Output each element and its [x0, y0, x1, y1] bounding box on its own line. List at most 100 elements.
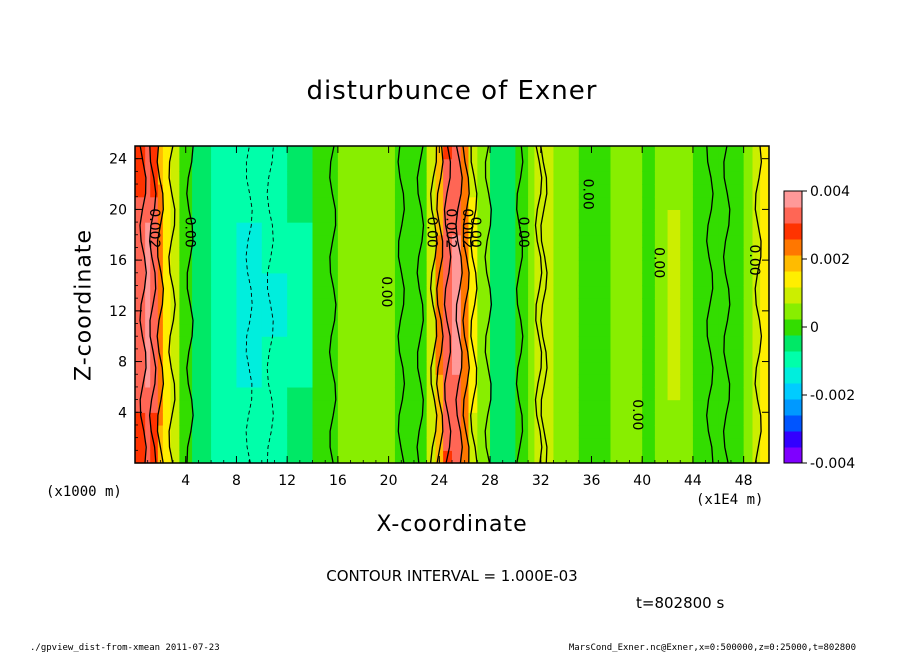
heat-cell [591, 450, 612, 464]
heat-cell [337, 361, 358, 375]
heat-cell [477, 412, 491, 426]
heat-cell [460, 310, 470, 325]
heat-cell [490, 361, 504, 375]
heat-cell [730, 450, 745, 464]
heat-cell [610, 361, 631, 375]
heat-cell [135, 146, 146, 160]
heat-cell [547, 399, 555, 413]
heat-cell [760, 146, 770, 160]
heat-cell [752, 158, 761, 172]
heat-cell [435, 310, 444, 325]
heat-cell [435, 260, 444, 274]
x-tick-label: 44 [684, 473, 702, 489]
heat-cell [382, 336, 396, 350]
contour-label: 0.00 [378, 276, 394, 307]
heat-cell [730, 260, 745, 274]
heat-cell [760, 348, 770, 363]
heat-cell [642, 336, 656, 350]
heat-cell [760, 260, 770, 274]
heat-cell [157, 450, 164, 464]
heat-cell [369, 450, 383, 464]
heat-cell [170, 146, 180, 160]
heat-cell [356, 437, 371, 451]
heat-cell [145, 374, 151, 388]
heat-cell [135, 412, 146, 426]
heat-cell [369, 196, 383, 210]
colorbar-tick-label: -0.004 [810, 456, 855, 472]
heat-cell [356, 386, 371, 401]
heat-cell [490, 336, 504, 350]
colorbar-swatch [784, 303, 802, 320]
heat-cell [667, 222, 681, 236]
contour-label: 0.00 [746, 245, 762, 276]
heat-cell [460, 234, 470, 249]
heat-cell [680, 209, 694, 223]
heat-cell [356, 374, 371, 388]
heat-cell [502, 222, 516, 236]
heat-cell [211, 386, 238, 401]
heat-cell [553, 348, 567, 363]
heat-cell [337, 386, 358, 401]
heat-cell [591, 285, 612, 299]
heat-cell [170, 424, 180, 439]
heat-cell [490, 196, 504, 210]
heat-cell [610, 298, 631, 312]
heat-cell [192, 386, 212, 401]
heat-cell [578, 272, 593, 287]
heat-cell [528, 222, 536, 236]
heat-cell [443, 348, 453, 363]
heat-cell [566, 399, 580, 413]
heat-cell [718, 450, 732, 464]
heat-cell [179, 437, 193, 451]
heat-cell [452, 348, 462, 363]
heat-cell [435, 348, 444, 363]
heat-cell [610, 450, 631, 464]
heat-cell [150, 323, 159, 337]
heat-cell [287, 386, 314, 401]
heat-cell [515, 399, 529, 413]
heat-cell [162, 171, 172, 185]
heat-cell [547, 336, 555, 350]
heat-cell [642, 374, 656, 388]
heat-cell [468, 323, 478, 337]
colorbar-tick-label: -0.002 [810, 388, 855, 404]
y-tick-label: 4 [118, 405, 127, 421]
heat-cell [356, 196, 371, 210]
heat-cell [460, 260, 470, 274]
heat-cell [654, 171, 669, 185]
heat-cell [287, 412, 314, 426]
heat-cell [752, 336, 761, 350]
colorbar-swatch [784, 287, 802, 304]
heat-cell [157, 146, 164, 160]
heat-cell [192, 437, 212, 451]
heat-cell [337, 348, 358, 363]
heat-cell [553, 222, 567, 236]
heat-cell [534, 285, 542, 299]
heat-cell [610, 171, 631, 185]
heat-cell [528, 437, 536, 451]
heat-cell [236, 209, 263, 223]
heat-cell [760, 158, 770, 172]
heat-cell [515, 260, 529, 274]
heat-cell [443, 247, 453, 261]
heat-cell [743, 374, 754, 388]
heat-cell [566, 450, 580, 464]
heat-cell [629, 285, 643, 299]
heat-cell [211, 158, 238, 172]
heat-cell [452, 171, 462, 185]
heat-cell [705, 386, 719, 401]
heat-cell [553, 336, 567, 350]
heat-cell [743, 272, 754, 287]
heat-cell [629, 361, 643, 375]
heat-cell [705, 234, 719, 249]
heat-cell [578, 222, 593, 236]
heat-cell [591, 247, 612, 261]
heat-cell [135, 272, 146, 287]
heat-cell [452, 424, 462, 439]
heat-cell [629, 374, 643, 388]
heat-cell [578, 196, 593, 210]
heat-cell [394, 310, 415, 325]
heat-cell [654, 348, 669, 363]
heat-cell [452, 184, 462, 198]
heat-cell [287, 158, 314, 172]
